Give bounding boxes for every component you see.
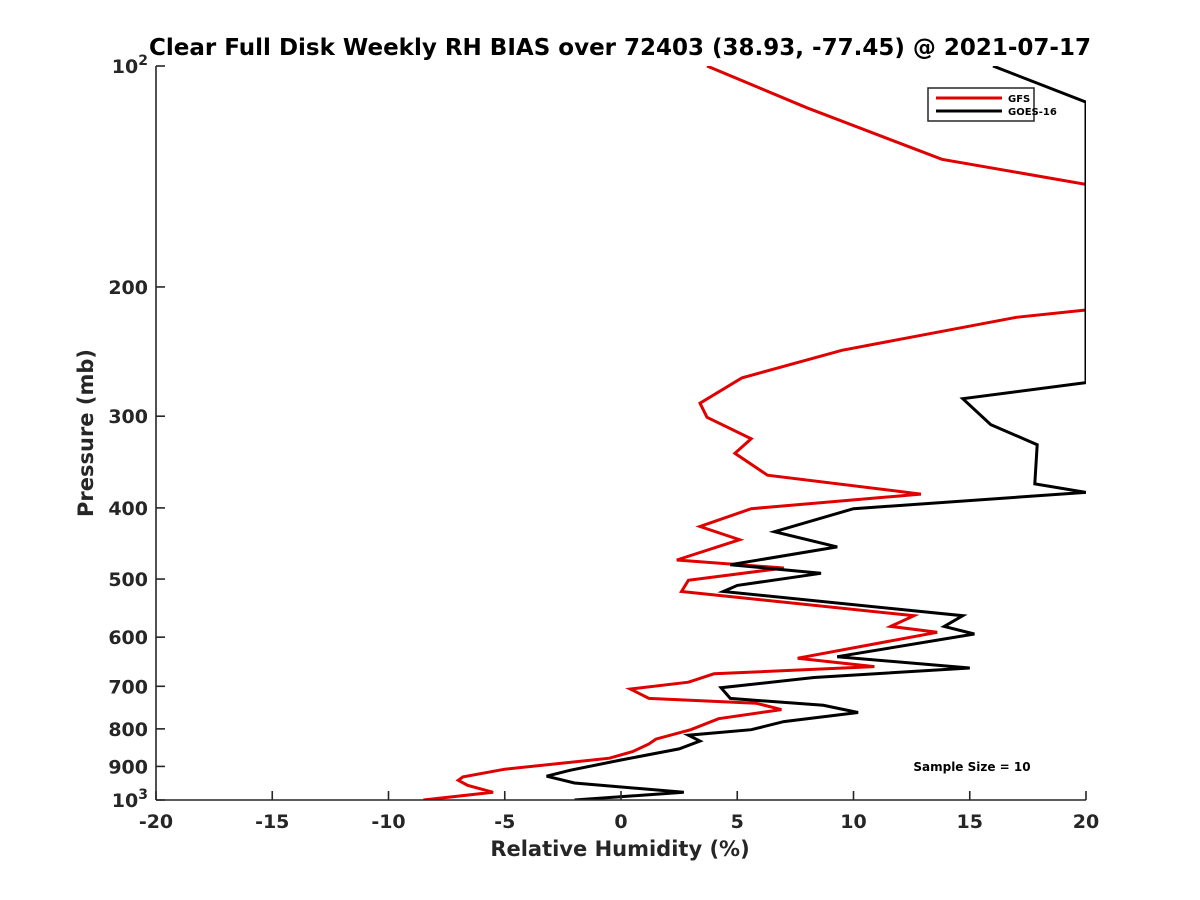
y-tick-label: 103 (112, 787, 148, 812)
x-axis-ticks: -20 -15 -10 -5 0 5 10 15 20 (139, 791, 1099, 833)
legend-box (927, 87, 1035, 122)
legend-label: GFS (1008, 94, 1030, 105)
y-tick-label: 800 (108, 719, 148, 741)
chart-title: Clear Full Disk Weekly RH BIAS over 7240… (149, 35, 1091, 61)
y-tick-label: 600 (108, 627, 148, 649)
series-line-gfs (423, 66, 1086, 800)
series-layer (423, 66, 1086, 800)
x-tick-label: -10 (371, 811, 405, 833)
y-tick-label: 400 (108, 498, 148, 520)
series-line-goes-16 (546, 66, 1086, 800)
x-axis-label: Relative Humidity (%) (490, 837, 749, 861)
x-tick-label: -15 (255, 811, 289, 833)
axes-layer (155, 66, 1086, 801)
y-tick-label: 200 (108, 277, 148, 299)
y-axis-ticks: 102 200 300 400 500 600 700 800 900 103 (108, 53, 165, 812)
y-tick-label: 102 (112, 53, 148, 78)
x-tick-label: 5 (731, 811, 744, 833)
y-tick-label: 900 (108, 756, 148, 778)
legend-label: GOES-16 (1008, 107, 1057, 118)
x-tick-label: 15 (957, 811, 983, 833)
y-axis-label: Pressure (mb) (74, 349, 98, 517)
x-tick-label: -5 (494, 811, 515, 833)
x-tick-label: 0 (614, 811, 627, 833)
sample-size-note: Sample Size = 10 (913, 760, 1030, 774)
x-tick-label: 10 (840, 811, 866, 833)
y-tick-label: 500 (108, 569, 148, 591)
x-tick-label: -20 (139, 811, 173, 833)
y-tick-label: 700 (108, 676, 148, 698)
x-tick-label: 20 (1073, 811, 1099, 833)
legend: GFS GOES-16 (927, 87, 1057, 122)
y-tick-label: 300 (108, 406, 148, 428)
